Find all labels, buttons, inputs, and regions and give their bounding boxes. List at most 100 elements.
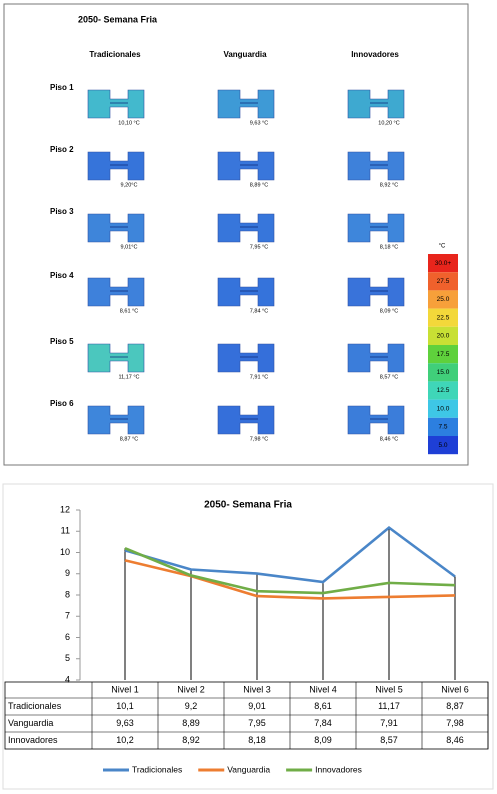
colorbar-label: 12.5	[437, 387, 450, 394]
colorbar-swatch	[428, 290, 458, 309]
chart-border	[2, 483, 494, 790]
floor-plan	[347, 213, 405, 243]
temperature-label: 10,20 °C	[378, 120, 399, 126]
colorbar-label: 22.5	[437, 314, 450, 321]
floor-plan	[217, 151, 275, 181]
temperature-label: 8,46 °C	[380, 436, 398, 442]
table-value: 9,01	[248, 701, 266, 711]
series-line	[124, 525, 456, 584]
colorbar-label: 27.5	[437, 278, 450, 285]
table-row-label: Innovadores	[8, 735, 58, 745]
table-value: 8,87	[446, 701, 464, 711]
temperature-label: 11,17 °C	[118, 374, 139, 380]
table-value: 8,46	[446, 735, 464, 745]
legend-label: Tradicionales	[132, 764, 182, 774]
floor-plan	[217, 405, 275, 435]
temperature-label: 9,01°C	[121, 244, 138, 250]
floor-plan	[347, 89, 405, 119]
table-value: 8,92	[182, 735, 200, 745]
floor-plan	[87, 343, 145, 373]
colorbar-label: 25.0	[437, 296, 450, 303]
floor-plan	[217, 277, 275, 307]
temperature-label: 7,91 °C	[250, 374, 268, 380]
floor-plan	[217, 213, 275, 243]
y-tick-label: 5	[65, 653, 70, 663]
y-tick-label: 11	[61, 526, 70, 536]
column-header: Tradicionales	[89, 50, 141, 59]
colorbar-swatch	[428, 308, 458, 327]
colorbar-unit: °C	[439, 244, 446, 250]
colorbar-label: 30.0+	[435, 260, 452, 267]
floor-plan	[217, 343, 275, 373]
table-value: 8,09	[314, 735, 332, 745]
temperature-label: 9,20°C	[121, 182, 138, 188]
legend-label: Innovadores	[315, 764, 362, 774]
floor-plan	[217, 89, 275, 119]
x-tick-label: Nivel 5	[375, 684, 403, 694]
table-value: 10,2	[116, 735, 134, 745]
series-line	[124, 547, 456, 595]
y-tick-label: 7	[65, 611, 70, 621]
floor-plan	[87, 89, 145, 119]
colorbar-swatch	[428, 326, 458, 345]
colorbar-swatch	[428, 272, 458, 291]
table-value: 11,17	[378, 701, 400, 711]
row-label: Piso 3	[50, 207, 74, 216]
column-header: Vanguardia	[223, 50, 267, 59]
table-value: 8,18	[248, 735, 266, 745]
x-tick-label: Nivel 6	[441, 684, 469, 694]
x-tick-label: Nivel 1	[111, 684, 139, 694]
colorbar-swatch	[428, 254, 458, 273]
y-tick-label: 8	[65, 589, 70, 599]
series-line	[124, 559, 456, 600]
table-value: 7,91	[380, 718, 398, 728]
y-tick-label: 9	[65, 568, 70, 578]
row-label: Piso 6	[50, 399, 74, 408]
colorbar-swatch	[428, 417, 458, 436]
table-row-label: Tradicionales	[8, 701, 62, 711]
floor-plan	[347, 277, 405, 307]
table-value: 10,1	[116, 701, 134, 711]
colorbar-label: 20.0	[437, 333, 450, 340]
temperature-label: 10,10 °C	[118, 120, 139, 126]
y-tick-label: 10	[60, 547, 70, 557]
floor-plan	[87, 277, 145, 307]
colorbar-swatch	[428, 399, 458, 418]
temperature-label: 7,98 °C	[250, 436, 268, 442]
floor-plan	[347, 343, 405, 373]
temperature-label: 8,87 °C	[120, 436, 138, 442]
row-label: Piso 2	[50, 145, 74, 154]
panel-title: 2050- Semana Fria	[78, 14, 158, 24]
temperature-label: 8,09 °C	[380, 308, 398, 314]
colorbar-label: 17.5	[437, 351, 450, 358]
y-tick-label: 6	[65, 632, 70, 642]
table-value: 8,57	[380, 735, 398, 745]
column-header: Innovadores	[351, 50, 399, 59]
floor-plan	[347, 405, 405, 435]
row-label: Piso 1	[50, 83, 74, 92]
colorbar-label: 5.0	[438, 442, 447, 449]
table-value: 7,84	[314, 718, 332, 728]
table-value: 9,63	[116, 718, 134, 728]
table-value: 9,2	[185, 701, 198, 711]
row-label: Piso 5	[50, 337, 74, 346]
temperature-label: 8,57 °C	[380, 374, 398, 380]
legend-label: Vanguardia	[227, 764, 270, 774]
table-value: 7,98	[446, 718, 464, 728]
temperature-label: 8,92 °C	[380, 182, 398, 188]
y-tick-label: 4	[65, 674, 70, 684]
temperature-label: 8,61 °C	[120, 308, 138, 314]
chart-title: 2050- Semana Fria	[204, 500, 292, 511]
table-value: 8,61	[314, 701, 332, 711]
colorbar-swatch	[428, 436, 458, 455]
table-row-label: Vanguardia	[8, 718, 53, 728]
floor-plan	[87, 405, 145, 435]
x-tick-label: Nivel 4	[309, 684, 337, 694]
colorbar-swatch	[428, 363, 458, 382]
colorbar-swatch	[428, 345, 458, 364]
row-label: Piso 4	[50, 271, 74, 280]
x-tick-label: Nivel 2	[177, 684, 205, 694]
table-value: 8,89	[182, 718, 200, 728]
